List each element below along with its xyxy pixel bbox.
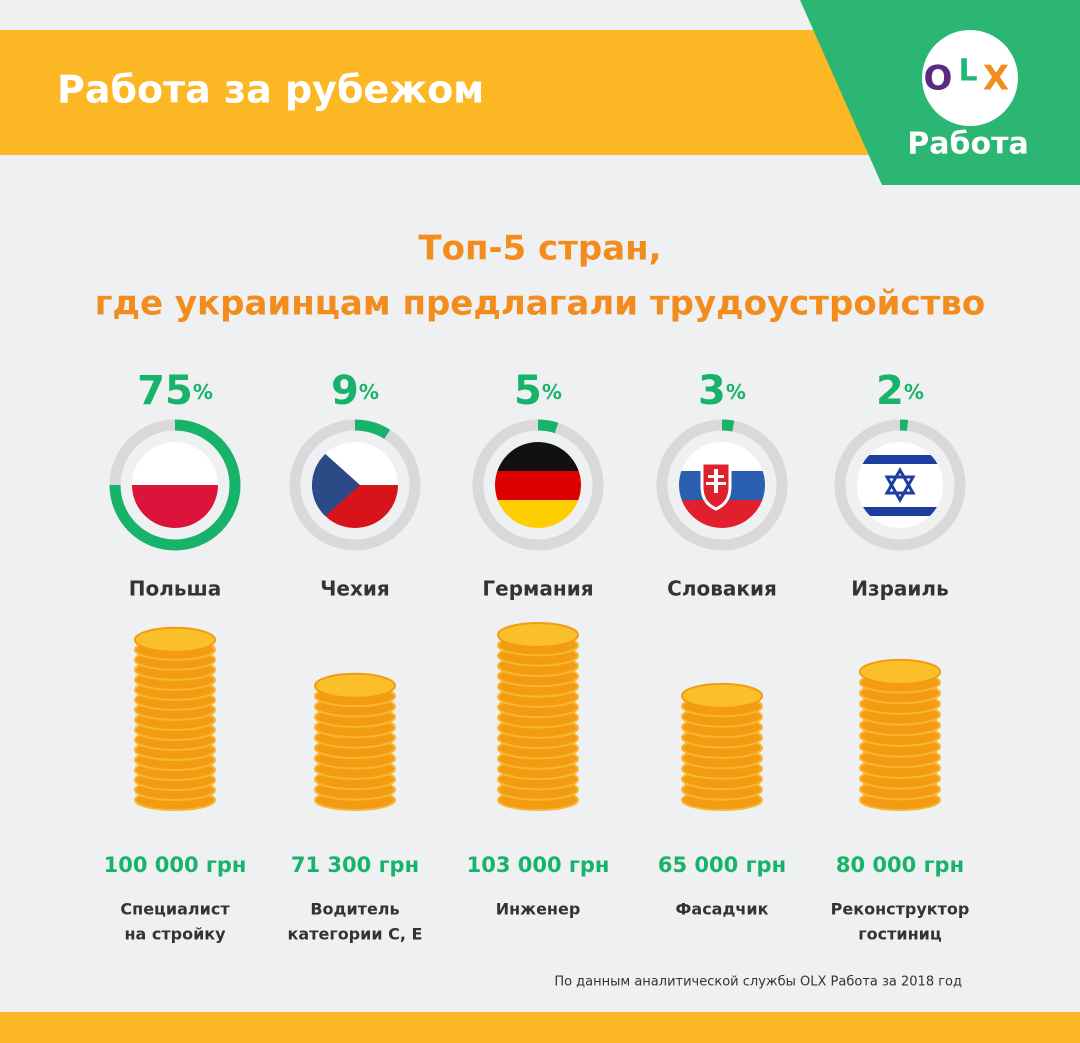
job-title: Инженер <box>496 900 581 919</box>
job-title: Реконструктор <box>831 900 970 919</box>
country-name: Чехия <box>320 577 389 601</box>
share-arc <box>537 419 559 434</box>
salary-label: 80 000 грн <box>836 853 964 877</box>
salary-label: 71 300 грн <box>291 853 419 877</box>
salary-label: 103 000 грн <box>467 853 610 877</box>
salary-label: 65 000 грн <box>658 853 786 877</box>
subtitle: где украинцам предлагали трудоустройство <box>95 284 986 324</box>
country-name: Израиль <box>851 577 948 601</box>
share-value: 9 <box>331 368 359 414</box>
coin-top <box>497 622 579 648</box>
percent-sign: % <box>542 380 562 404</box>
flag <box>857 442 943 528</box>
share-value: 5 <box>514 368 542 414</box>
share-label: 5% <box>514 368 562 414</box>
flag <box>312 442 398 528</box>
percent-sign: % <box>904 380 924 404</box>
footer-band <box>0 1012 1080 1043</box>
share-value: 2 <box>876 368 904 414</box>
country-name: Словакия <box>667 577 777 601</box>
title: Работа за рубежом <box>57 68 484 112</box>
logo-circle <box>922 30 1018 126</box>
job-title: Фасадчик <box>676 900 769 919</box>
salary-label: 100 000 грн <box>104 853 247 877</box>
header-band <box>0 30 880 155</box>
share-label: 3% <box>698 368 746 414</box>
share-arc <box>354 419 391 440</box>
coin-stack <box>134 626 216 811</box>
share-label: 9% <box>331 368 379 414</box>
share-label: 2% <box>876 368 924 414</box>
job-title: Специалист <box>120 900 230 919</box>
share-arc <box>109 419 241 551</box>
country-name: Германия <box>482 577 593 601</box>
job-title: категории С, Е <box>288 925 423 944</box>
flag <box>679 442 765 528</box>
coin-stack <box>497 622 579 811</box>
share-arc <box>721 419 735 432</box>
percent-sign: % <box>726 380 746 404</box>
logo-letter: L <box>958 54 977 89</box>
job-title: на стройку <box>124 925 226 944</box>
coin-stack <box>314 672 396 811</box>
logo-letter: O <box>924 59 953 99</box>
logo-caption: Работа <box>907 127 1028 162</box>
share-value: 75 <box>137 368 193 414</box>
coin-top <box>314 672 396 699</box>
coin-stack <box>859 658 941 811</box>
coin-top <box>859 658 941 685</box>
flag <box>495 442 581 528</box>
percent-sign: % <box>193 380 213 404</box>
percent-sign: % <box>359 380 379 404</box>
subtitle: Топ-5 стран, <box>418 229 661 269</box>
country-name: Польша <box>129 577 222 601</box>
share-value: 3 <box>698 368 726 414</box>
footnote: По данным аналитической службы OLX Работ… <box>554 975 962 990</box>
job-title: Водитель <box>310 900 399 919</box>
coin-top <box>134 626 216 653</box>
job-title: гостиниц <box>858 925 942 944</box>
coin-top <box>681 682 763 709</box>
coin-stack <box>681 682 763 811</box>
flag <box>132 442 218 528</box>
logo-letter: X <box>983 59 1009 99</box>
share-label: 75% <box>137 368 213 414</box>
